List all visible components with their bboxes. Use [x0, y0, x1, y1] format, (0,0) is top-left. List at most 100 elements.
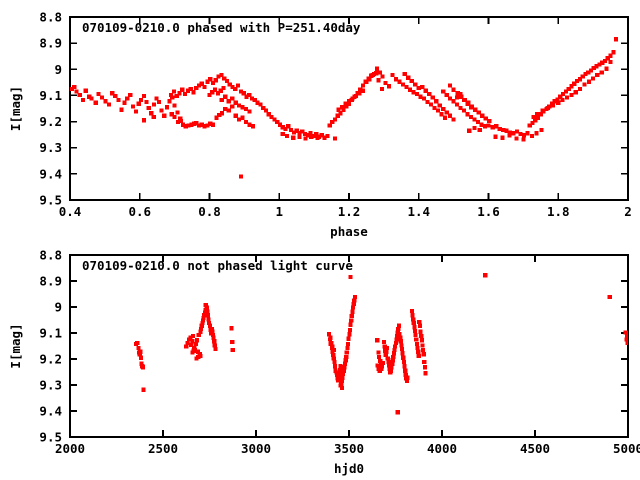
data-point [156, 99, 162, 105]
data-point [77, 92, 82, 98]
data-point [508, 130, 513, 135]
data-point [258, 102, 263, 107]
data-point [402, 364, 407, 369]
data-point [336, 107, 341, 112]
data-point [411, 317, 416, 322]
data-point [213, 347, 218, 352]
data-point [350, 309, 355, 314]
data-point [167, 99, 172, 104]
data-point [399, 343, 404, 348]
data-point [280, 125, 285, 130]
data-point [525, 131, 530, 136]
data-point [404, 379, 410, 384]
data-point [211, 335, 216, 340]
data-point [388, 368, 393, 373]
data-point [190, 339, 195, 344]
data-point [208, 77, 213, 82]
data-point [240, 115, 245, 120]
data-point [521, 133, 527, 138]
data-point [198, 353, 203, 358]
data-point [569, 92, 574, 98]
data-point [360, 88, 366, 93]
data-point [535, 112, 540, 117]
data-point [497, 126, 502, 131]
data-point [416, 353, 421, 358]
data-point [405, 375, 410, 380]
data-point [422, 360, 427, 365]
data-point [347, 327, 353, 332]
data-point [558, 94, 563, 99]
data-point [397, 332, 402, 337]
data-point [340, 375, 345, 380]
data-point [275, 119, 280, 125]
data-point [169, 112, 174, 117]
data-point [289, 127, 294, 133]
y-tick-label: 9.4 [39, 166, 62, 181]
data-point [583, 71, 588, 77]
x-tick-label: 3500 [334, 441, 364, 456]
data-point [420, 84, 425, 90]
data-point [191, 90, 196, 95]
data-point [344, 104, 349, 109]
data-point [283, 126, 288, 131]
data-point [473, 107, 478, 112]
data-point [414, 337, 419, 342]
data-point [577, 86, 582, 91]
data-point [377, 354, 382, 360]
data-point [407, 87, 413, 92]
data-point [586, 79, 592, 84]
data-point [483, 273, 488, 278]
data-point [483, 116, 488, 121]
y-tick-label: 9.5 [39, 430, 62, 445]
data-point [216, 74, 221, 79]
data-point [326, 332, 332, 337]
data-point [383, 353, 388, 358]
data-point [144, 99, 149, 105]
data-point [297, 134, 302, 139]
data-point [247, 109, 252, 114]
data-point [252, 98, 257, 103]
data-point [375, 363, 380, 368]
data-point [93, 100, 98, 105]
x-tick-label: 2500 [148, 441, 178, 456]
data-point [345, 341, 351, 347]
x-tick-label: 0.6 [128, 204, 151, 219]
panel-unphased: 2000 2500 3000 3500 4000 4500 5000 8.8 8.9 9 9.1 9.… [8, 248, 640, 477]
data-point [461, 108, 467, 113]
data-point [533, 118, 538, 123]
y-tick-label: 9.1 [39, 88, 62, 103]
data-point [414, 92, 420, 97]
data-point [182, 92, 188, 97]
data-point [204, 305, 209, 310]
data-point [185, 340, 190, 345]
data-point [113, 93, 118, 99]
x-tick-label: 1.6 [477, 204, 500, 219]
data-point [247, 122, 252, 127]
data-point [346, 99, 352, 104]
data-point [188, 86, 193, 91]
data-point [202, 124, 207, 129]
data-point [194, 120, 199, 125]
data-point [527, 123, 532, 128]
data-point [390, 72, 395, 78]
data-point [196, 83, 202, 88]
data-point [343, 101, 348, 106]
data-point [552, 99, 557, 104]
data-point [349, 318, 354, 323]
data-series [70, 37, 619, 179]
data-point [223, 106, 228, 112]
y-tick-label: 9.2 [39, 114, 62, 129]
data-point [202, 84, 207, 90]
data-point [244, 119, 249, 125]
data-point [448, 96, 453, 101]
data-point [430, 95, 435, 100]
data-point [352, 295, 358, 300]
data-point [151, 102, 157, 107]
data-point [380, 360, 385, 365]
data-point [468, 114, 474, 119]
data-point [482, 124, 488, 129]
x-tick-label: 1.2 [338, 204, 361, 219]
data-point [205, 123, 210, 128]
data-point [624, 334, 628, 339]
data-point [434, 99, 439, 104]
